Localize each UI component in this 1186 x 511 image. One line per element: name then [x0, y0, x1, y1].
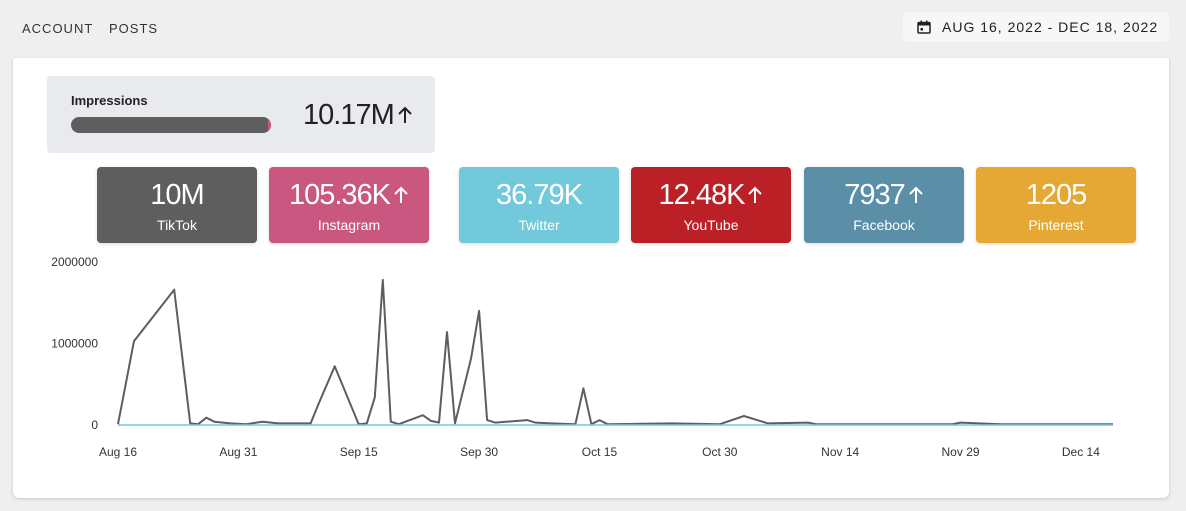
platform-tile-instagram[interactable]: 105.36K Instagram: [269, 167, 429, 243]
x-tick-label: Aug 31: [219, 445, 257, 459]
x-tick-label: Dec 14: [1062, 445, 1100, 459]
x-tick-label: Aug 16: [99, 445, 137, 459]
date-range-label: AUG 16, 2022 - DEC 18, 2022: [942, 19, 1159, 35]
platform-label: Pinterest: [1028, 217, 1084, 233]
platform-value-wrap: 7937: [804, 179, 964, 212]
platform-value: 10M: [150, 179, 204, 211]
platform-label: Twitter: [518, 217, 560, 233]
x-tick-label: Sep 30: [460, 445, 498, 459]
platform-tile-youtube[interactable]: 12.48K YouTube: [631, 167, 791, 243]
x-tick-label: Oct 15: [582, 445, 618, 459]
platform-tile-pinterest[interactable]: 1205 Pinterest: [976, 167, 1136, 243]
impressions-label: Impressions: [71, 93, 148, 108]
series-line-0: [117, 278, 1113, 426]
nav-posts-link[interactable]: POSTS: [109, 21, 159, 36]
platform-value-wrap: 10M: [97, 179, 257, 212]
x-tick-label: Nov 14: [821, 445, 859, 459]
platform-value: 36.79K: [496, 179, 583, 211]
trend-up-arrow-icon: [397, 99, 413, 132]
platform-value: 7937: [844, 179, 906, 211]
y-tick-label: 0: [91, 418, 98, 432]
date-range-picker[interactable]: AUG 16, 2022 - DEC 18, 2022: [903, 12, 1169, 42]
top-navigation: ACCOUNT POSTS AUG 16, 2022 - DEC 18, 202…: [0, 0, 1186, 56]
platform-value: 1205: [1025, 179, 1088, 211]
calendar-icon: [917, 20, 931, 34]
platform-value: 105.36K: [288, 179, 391, 211]
y-tick-label: 2000000: [51, 255, 98, 269]
impressions-line-chart: 0 1000000 2000000 Aug 16 Aug 31 Sep 15 Sep 30 O…: [51, 255, 1113, 459]
impressions-bar-accent: [268, 117, 271, 133]
trend-up-arrow-icon: [908, 179, 924, 212]
trend-up-arrow-icon: [393, 179, 409, 212]
nav-account-link[interactable]: ACCOUNT: [22, 21, 94, 36]
impressions-value-wrap: 10.17M: [303, 99, 413, 132]
platform-tile-twitter[interactable]: 36.79K Twitter: [459, 167, 619, 243]
platform-value: 12.48K: [658, 179, 746, 211]
analytics-card: Impressions 10.17M 10M TikTok 105.36K Insta…: [13, 58, 1169, 498]
platform-tile-tiktok[interactable]: 10M TikTok: [97, 167, 257, 243]
platform-label: Instagram: [317, 217, 381, 233]
impressions-value: 10.17M: [303, 99, 395, 131]
platform-value-wrap: 1205: [976, 179, 1136, 212]
y-tick-label: 1000000: [51, 337, 98, 351]
x-tick-label: Sep 15: [340, 445, 378, 459]
impressions-progress-bar: [71, 117, 271, 133]
x-tick-label: Nov 29: [942, 445, 980, 459]
platform-label: YouTube: [683, 217, 739, 233]
platform-value-wrap: 105.36K: [269, 179, 429, 212]
platform-value-wrap: 12.48K: [631, 179, 791, 212]
x-tick-label: Oct 30: [702, 445, 738, 459]
impressions-summary: Impressions 10.17M: [47, 76, 435, 153]
trend-up-arrow-icon: [747, 179, 763, 212]
platform-tile-facebook[interactable]: 7937 Facebook: [804, 167, 964, 243]
platform-label: TikTok: [157, 217, 197, 233]
platform-value-wrap: 36.79K: [459, 179, 619, 212]
platform-label: Facebook: [853, 217, 915, 233]
